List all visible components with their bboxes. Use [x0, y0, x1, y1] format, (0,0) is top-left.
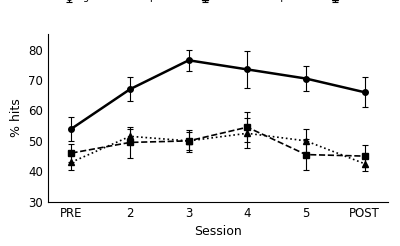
X-axis label: Session: Session — [194, 225, 242, 238]
Legend: good-SMR responders, bad-SMR responders, SHAM: good-SMR responders, bad-SMR responders,… — [58, 0, 378, 2]
Y-axis label: % hits: % hits — [10, 99, 23, 138]
